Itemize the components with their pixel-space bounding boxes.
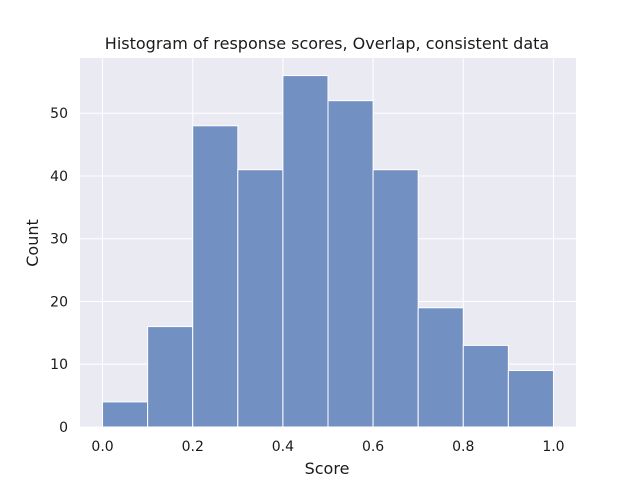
y-tick-label: 50 (50, 106, 68, 122)
x-tick-label: 0.8 (452, 439, 474, 455)
chart-title: Histogram of response scores, Overlap, c… (105, 34, 549, 53)
x-tick-label: 0.6 (362, 439, 384, 455)
histogram-bar-1 (147, 326, 194, 428)
x-tick-label: 1.0 (542, 439, 564, 455)
histogram-bar-6 (372, 169, 419, 428)
y-tick-label: 10 (50, 357, 68, 373)
x-tick-label: 0.4 (272, 439, 294, 455)
y-tick-label: 40 (50, 169, 68, 185)
y-axis-label: Count (23, 219, 42, 267)
histogram-bar-7 (417, 307, 464, 428)
histogram-bar-3 (237, 169, 284, 428)
y-tick-label: 0 (59, 420, 68, 436)
y-tick-label: 30 (50, 232, 68, 248)
bars (102, 75, 554, 428)
x-axis-label: Score (305, 459, 350, 478)
x-axis-ticks: 0.0 0.2 0.4 0.6 0.8 1.0 (91, 439, 564, 455)
y-axis-ticks: 0 10 20 30 40 50 (50, 106, 68, 436)
histogram-bar-4 (282, 75, 329, 428)
histogram-bar-8 (462, 344, 509, 428)
x-tick-label: 0.0 (91, 439, 113, 455)
x-tick-label: 0.2 (182, 439, 204, 455)
histogram-bar-9 (507, 370, 554, 428)
histogram-bar-2 (192, 125, 239, 428)
histogram-bar-0 (102, 401, 149, 428)
histogram-bar-5 (327, 100, 374, 428)
y-tick-label: 20 (50, 294, 68, 310)
